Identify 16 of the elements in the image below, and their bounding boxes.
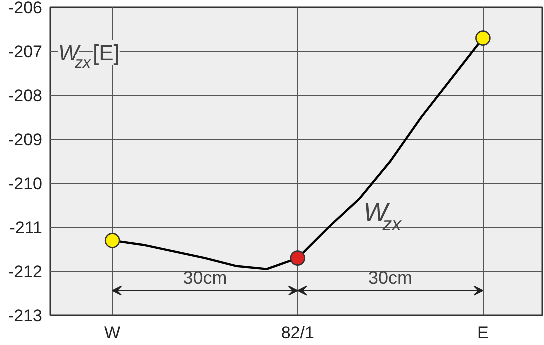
annotation: 30cm <box>183 268 228 288</box>
x-tick-label: E <box>478 324 489 342</box>
y-tick-label: -207 <box>8 42 43 62</box>
y-tick-label: -206 <box>8 0 43 18</box>
y-tick-label: -213 <box>8 306 43 326</box>
annotation: 30cm <box>368 268 413 288</box>
y-tick-label: -210 <box>8 174 43 194</box>
y-tick-label: -208 <box>8 86 43 106</box>
x-tick-label: W <box>104 324 121 342</box>
point <box>290 250 306 266</box>
y-tick-label: -211 <box>10 218 42 238</box>
point <box>104 233 120 248</box>
y-tick-label: -212 <box>8 262 43 282</box>
y-tick-label: -209 <box>8 130 43 150</box>
x-tick-label: 82/1 <box>281 324 314 342</box>
point <box>476 30 491 46</box>
